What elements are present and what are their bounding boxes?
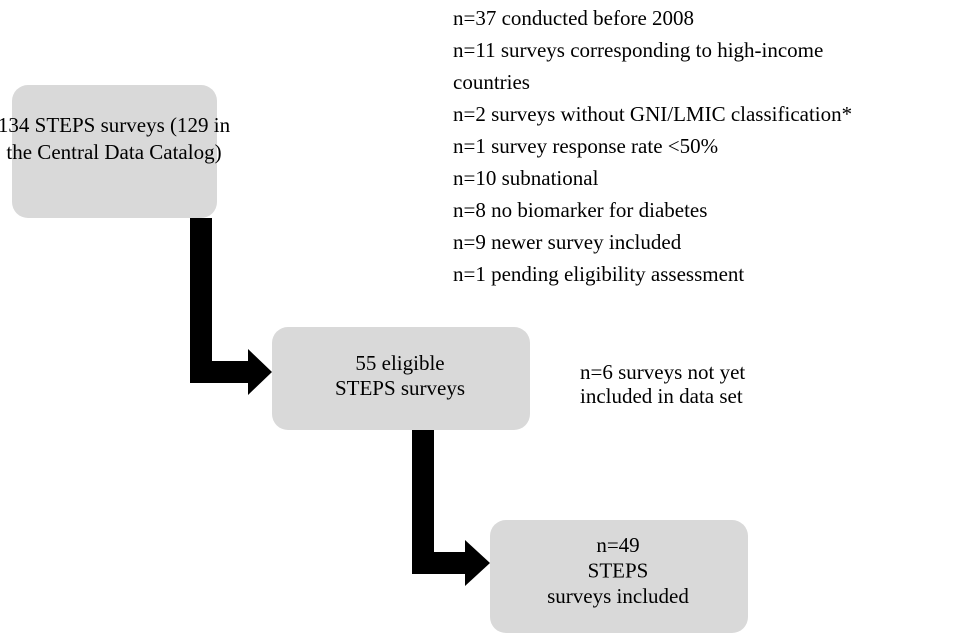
arrow [412, 430, 490, 586]
arrow [190, 218, 272, 395]
labels: 134 STEPS surveys (129 in the Central Dat… [0, 6, 852, 608]
node-label: surveys included [547, 584, 689, 608]
exclusion-label: n=1 survey response rate <50% [453, 134, 718, 158]
node-label: 134 STEPS surveys (129 in [0, 113, 231, 137]
exclusion-label: n=6 surveys not yet [580, 360, 745, 384]
exclusion-label: n=1 pending eligibility assessment [453, 262, 744, 286]
exclusion-label: n=11 surveys corresponding to high-incom… [453, 38, 823, 62]
node-label: the Central Data Catalog) [6, 140, 221, 164]
node-box [272, 327, 530, 430]
exclusion-label: n=10 subnational [453, 166, 599, 190]
node-box [12, 85, 217, 218]
node-box [490, 520, 748, 633]
exclusion-label: included in data set [580, 384, 743, 408]
exclusion-label: n=9 newer survey included [453, 230, 682, 254]
exclusion-label: countries [453, 70, 530, 94]
node-label: 55 eligible [355, 351, 444, 375]
exclusion-label: n=8 no biomarker for diabetes [453, 198, 707, 222]
node-label: n=49 [596, 533, 639, 557]
exclusion-label: n=37 conducted before 2008 [453, 6, 694, 30]
node-label: STEPS [588, 558, 649, 582]
exclusion-label: n=2 surveys without GNI/LMIC classificat… [453, 102, 852, 126]
node-label: STEPS surveys [335, 376, 465, 400]
